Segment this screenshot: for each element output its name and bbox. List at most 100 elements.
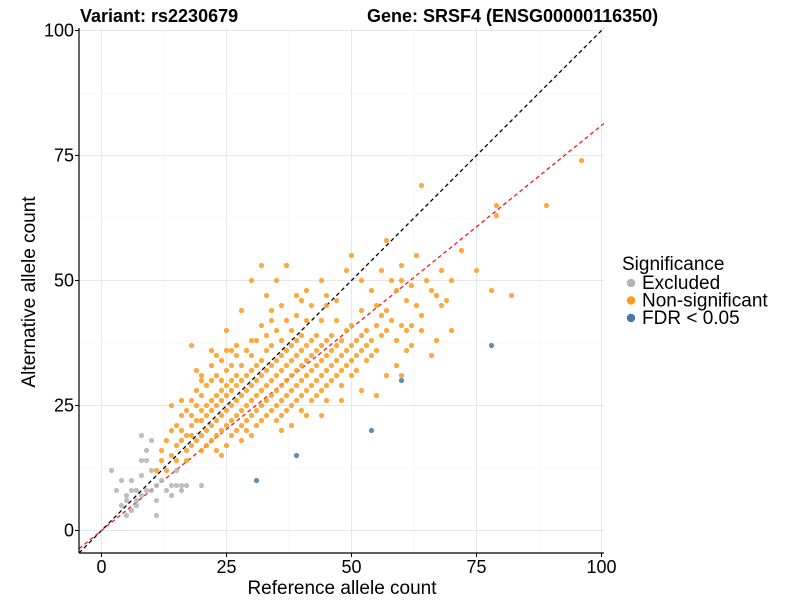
- point-non-significant: [343, 327, 350, 334]
- point-non-significant: [318, 342, 325, 349]
- point-excluded: [148, 437, 155, 444]
- axes: [78, 28, 604, 554]
- point-non-significant: [278, 427, 285, 434]
- point-non-significant: [213, 402, 220, 409]
- point-non-significant: [208, 347, 215, 354]
- point-excluded: [143, 487, 150, 494]
- point-non-significant: [398, 277, 405, 284]
- point-non-significant: [323, 397, 330, 404]
- point-non-significant: [283, 262, 290, 269]
- point-excluded: [158, 477, 165, 484]
- point-non-significant: [263, 367, 270, 374]
- point-non-significant: [328, 377, 335, 384]
- point-non-significant: [208, 377, 215, 384]
- point-non-significant: [218, 377, 225, 384]
- point-non-significant: [308, 367, 315, 374]
- point-non-significant: [448, 327, 455, 334]
- chart-title-gene: Gene: SRSF4 (ENSG00000116350): [367, 6, 658, 26]
- point-non-significant: [218, 452, 225, 459]
- point-non-significant: [168, 452, 175, 459]
- point-non-significant: [323, 337, 330, 344]
- point-non-significant: [303, 412, 310, 419]
- point-non-significant: [268, 407, 275, 414]
- point-non-significant: [263, 382, 270, 389]
- point-non-significant: [183, 407, 190, 414]
- point-non-significant: [313, 347, 320, 354]
- point-non-significant: [208, 437, 215, 444]
- point-non-significant: [263, 292, 270, 299]
- point-excluded: [138, 432, 145, 439]
- point-excluded: [143, 457, 150, 464]
- point-non-significant: [203, 442, 210, 449]
- point-excluded: [128, 477, 135, 484]
- point-fdr-0-05: [293, 452, 300, 459]
- point-non-significant: [428, 352, 435, 359]
- point-non-significant: [408, 282, 415, 289]
- x-tick-label: 25: [216, 557, 236, 577]
- point-non-significant: [268, 342, 275, 349]
- point-non-significant: [418, 182, 425, 189]
- point-non-significant: [323, 382, 330, 389]
- point-non-significant: [223, 442, 230, 449]
- point-non-significant: [218, 387, 225, 394]
- point-non-significant: [283, 407, 290, 414]
- point-non-significant: [253, 407, 260, 414]
- point-non-significant: [348, 342, 355, 349]
- point-non-significant: [333, 372, 340, 379]
- point-non-significant: [313, 377, 320, 384]
- point-non-significant: [203, 402, 210, 409]
- point-non-significant: [358, 347, 365, 354]
- point-non-significant: [303, 372, 310, 379]
- point-non-significant: [443, 297, 450, 304]
- point-non-significant: [188, 342, 195, 349]
- point-non-significant: [578, 157, 585, 164]
- point-excluded: [198, 482, 205, 489]
- point-non-significant: [158, 447, 165, 454]
- point-non-significant: [363, 357, 370, 364]
- tick-labels: 0 25 50 75 100 0 25 50 75 100: [44, 21, 617, 578]
- point-non-significant: [473, 267, 480, 274]
- point-non-significant: [263, 332, 270, 339]
- point-non-significant: [258, 402, 265, 409]
- point-non-significant: [258, 372, 265, 379]
- point-non-significant: [318, 412, 325, 419]
- point-non-significant: [328, 362, 335, 369]
- point-non-significant: [203, 382, 210, 389]
- point-non-significant: [338, 367, 345, 374]
- point-non-significant: [293, 382, 300, 389]
- point-non-significant: [348, 252, 355, 259]
- point-non-significant: [303, 287, 310, 294]
- point-non-significant: [313, 392, 320, 399]
- point-non-significant: [323, 292, 330, 299]
- point-non-significant: [208, 397, 215, 404]
- point-non-significant: [243, 417, 250, 424]
- point-non-significant: [193, 402, 200, 409]
- point-non-significant: [218, 357, 225, 364]
- point-non-significant: [278, 302, 285, 309]
- point-non-significant: [203, 427, 210, 434]
- point-excluded: [163, 487, 170, 494]
- legend-key-non-significant: [626, 296, 636, 305]
- point-non-significant: [238, 422, 245, 429]
- point-non-significant: [248, 352, 255, 359]
- grid: [79, 28, 604, 553]
- x-tick-label: 50: [341, 557, 361, 577]
- point-excluded: [173, 482, 180, 489]
- point-non-significant: [303, 317, 310, 324]
- point-excluded: [173, 467, 180, 474]
- point-non-significant: [238, 407, 245, 414]
- point-non-significant: [213, 447, 220, 454]
- point-non-significant: [263, 347, 270, 354]
- point-non-significant: [193, 387, 200, 394]
- point-non-significant: [358, 387, 365, 394]
- point-non-significant: [258, 322, 265, 329]
- point-non-significant: [233, 397, 240, 404]
- point-non-significant: [268, 377, 275, 384]
- point-non-significant: [158, 457, 165, 464]
- reference-lines: [79, 28, 604, 553]
- point-non-significant: [278, 412, 285, 419]
- point-excluded: [143, 447, 150, 454]
- y-tick-label: 25: [54, 396, 74, 416]
- x-axis-label: Reference allele count: [247, 578, 437, 599]
